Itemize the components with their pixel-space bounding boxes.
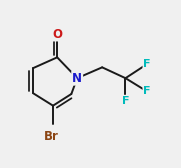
Text: F: F (143, 59, 151, 69)
Text: F: F (122, 96, 129, 106)
Text: N: N (72, 72, 82, 85)
Text: O: O (52, 28, 62, 40)
Text: Br: Br (44, 130, 59, 143)
Text: F: F (143, 87, 151, 96)
